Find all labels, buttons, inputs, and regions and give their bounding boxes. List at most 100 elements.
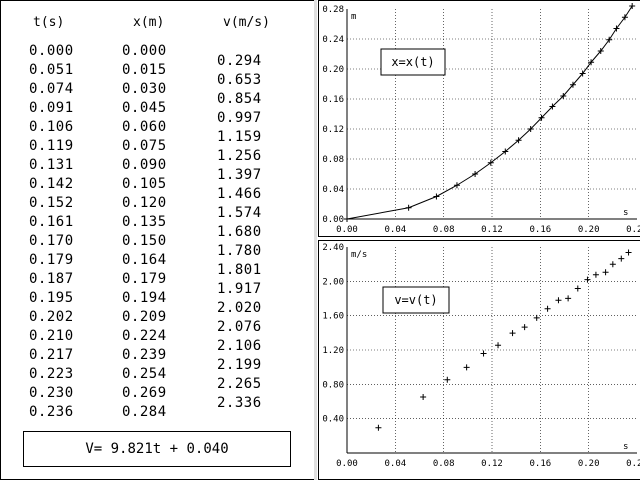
v-cell: 1.159 [217,129,262,145]
data-point [405,204,412,211]
x-tick-label: 0.00 [336,459,358,469]
x-cell: 0.015 [122,62,167,78]
x-tick-label: 0.20 [578,459,600,469]
x-cell: 0.045 [122,100,167,116]
v-cell: 0.854 [217,91,262,107]
data-point [574,285,581,292]
v-cell: 1.574 [217,205,262,221]
t-cell: 0.131 [29,157,74,173]
data-point [444,376,451,383]
data-point [527,126,534,132]
data-point [509,330,516,337]
v-cell: 1.801 [217,262,262,278]
data-point [472,171,479,177]
x-tick-label: 0.00 [336,225,358,235]
v-cell: 2.076 [217,319,262,335]
data-point [521,324,528,331]
x-cell: 0.179 [122,271,167,287]
y-tick-label: 0.20 [322,65,344,75]
x-column-header: x(m) [133,15,165,30]
v-cell: 1.256 [217,148,262,164]
y-tick-label: 0.04 [322,185,344,195]
t-column-header: t(s) [33,15,65,30]
t-cell: 0.142 [29,176,74,192]
x-cell: 0.000 [122,43,167,59]
data-point [544,305,551,312]
y-tick-label: 0.80 [322,380,344,390]
y-tick-label: 2.00 [322,277,344,287]
t-cell: 0.217 [29,347,74,363]
t-cell: 0.119 [29,138,74,154]
v-cell: 0.653 [217,72,262,88]
x-tick-label: 0.24 [626,459,640,469]
data-point [433,193,440,200]
y-tick-label: 0.00 [322,215,344,225]
chart-title: v=v(t) [394,293,437,307]
x-tick-label: 0.08 [433,459,455,469]
t-cell: 0.195 [29,290,74,306]
y-axis-label: m/s [351,250,367,260]
x-tick-label: 0.04 [384,459,406,469]
data-point [502,148,509,155]
x-cell: 0.030 [122,81,167,97]
fit-curve [346,5,633,220]
t-cell: 0.236 [29,404,74,420]
x-cell: 0.105 [122,176,167,192]
data-point [565,295,572,302]
panel-divider [314,0,317,480]
data-point [549,103,556,110]
v-cell: 2.106 [217,338,262,354]
data-point [515,137,522,144]
y-tick-label: 0.08 [322,155,344,165]
x-cell: 0.269 [122,385,167,401]
data-point [538,114,545,121]
x-cell: 0.194 [122,290,167,306]
t-cell: 0.152 [29,195,74,211]
x-axis-label: s [623,208,628,218]
v-cell: 1.917 [217,281,262,297]
x-cell: 0.224 [122,328,167,344]
x-cell: 0.075 [122,138,167,154]
v-cell: 2.265 [217,376,262,392]
t-cell: 0.106 [29,119,74,135]
y-tick-label: 0.12 [322,125,344,135]
position-chart: 0.00 0.04 0.08 0.12 0.16 0.20 0.24 0.00 0.04 0.08… [318,0,640,237]
x-tick-label: 0.24 [626,225,640,235]
y-tick-label: 0.28 [322,5,344,15]
data-point [569,81,576,88]
data-point [495,342,502,349]
x-cell: 0.090 [122,157,167,173]
y-tick-label: 1.20 [322,346,344,356]
chart-title: x=x(t) [391,55,434,69]
x-tick-label: 0.04 [384,225,406,235]
x-cell: 0.164 [122,252,167,268]
x-cell: 0.239 [122,347,167,363]
y-tick-label: 0.40 [322,415,344,425]
y-tick-label: 0.16 [322,95,344,105]
v-cell: 2.199 [217,357,262,373]
x-tick-label: 0.08 [433,225,455,235]
x-cell: 0.060 [122,119,167,135]
v-cell: 0.294 [217,53,262,69]
x-tick-label: 0.12 [481,459,503,469]
data-point [602,269,609,276]
t-cell: 0.223 [29,366,74,382]
data-point [487,159,494,166]
v-cell: 1.780 [217,243,262,259]
t-cell: 0.074 [29,81,74,97]
data-point [579,70,586,77]
x-cell: 0.120 [122,195,167,211]
data-point [375,424,382,431]
data-point [420,393,427,400]
v-cell: 1.680 [217,224,262,240]
x-cell: 0.150 [122,233,167,249]
x-cell: 0.254 [122,366,167,382]
data-point [555,297,562,304]
x-cell: 0.284 [122,404,167,420]
data-point [592,271,599,278]
x-cell: 0.209 [122,309,167,325]
velocity-chart-svg: 0.00 0.04 0.08 0.12 0.16 0.20 0.24 0.40 0.80 1.20… [322,243,640,469]
y-tick-label: 2.40 [322,243,344,253]
y-tick-label: 0.24 [322,35,344,45]
data-point [629,3,636,9]
